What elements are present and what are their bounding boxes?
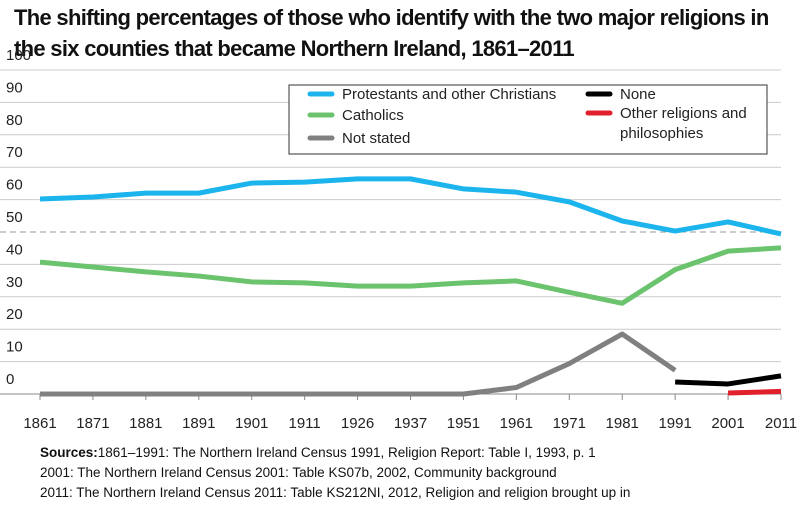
x-tick-label: 1961 [500, 415, 533, 432]
legend-box [288, 84, 768, 155]
y-tick-label: 90 [6, 79, 23, 96]
x-tick-label: 1951 [447, 415, 480, 432]
x-tick-label: 1937 [394, 415, 427, 432]
x-tick-label: 2011 [765, 415, 797, 432]
legend-label: Other religions and philosophies [620, 105, 747, 142]
y-tick-label: 30 [6, 274, 23, 291]
sources: Sources:1861–1991: The Northern Ireland … [40, 443, 630, 503]
series-line [39, 245, 782, 306]
legend-label: Not stated [342, 130, 410, 147]
x-tick-label: 1926 [341, 415, 374, 432]
y-tick-label: 80 [6, 112, 23, 129]
legend-label: None [620, 86, 656, 103]
x-tick-label: 2001 [711, 415, 744, 432]
source-line: 2001: The Northern Ireland Census 2001: … [40, 465, 557, 480]
x-tick-label: 1981 [606, 415, 639, 432]
x-tick-label: 1871 [76, 415, 109, 432]
x-tick-label: 1881 [129, 415, 162, 432]
x-tick-label: 1971 [553, 415, 586, 432]
y-tick-label: 70 [6, 144, 23, 161]
y-tick-label: 40 [6, 241, 23, 258]
y-tick-label: 60 [6, 177, 23, 194]
y-tick-label: 100 [6, 47, 31, 64]
legend-label: Protestants and other Christians [342, 86, 556, 103]
sources-label: Sources: [40, 445, 98, 460]
x-tick-label: 1861 [23, 415, 56, 432]
x-tick-label: 1991 [658, 415, 691, 432]
series-line [675, 373, 782, 387]
series-line [727, 388, 782, 396]
source-line: 2011: The Northern Ireland Census 2011: … [40, 485, 631, 500]
chart-title: The shifting percentages of those who id… [14, 5, 769, 61]
x-tick-label: 1911 [289, 415, 321, 432]
series-line [39, 176, 782, 237]
source-line: Sources:1861–1991: The Northern Ireland … [40, 443, 630, 463]
source-text: 1861–1991: The Northern Ireland Census 1… [97, 445, 596, 460]
x-tick-label: 1901 [235, 415, 268, 432]
x-tick-label: 1891 [182, 415, 215, 432]
y-tick-label: 0 [6, 371, 14, 388]
y-tick-label: 50 [6, 209, 23, 226]
y-tick-label: 20 [6, 306, 23, 323]
series-line [40, 331, 677, 397]
y-tick-label: 10 [6, 339, 23, 356]
legend-label: Catholics [342, 107, 404, 124]
chart: 0 10 20 30 40 50 60 70 80 90 100 1861 1871 1881 1891 19… [0, 47, 797, 432]
